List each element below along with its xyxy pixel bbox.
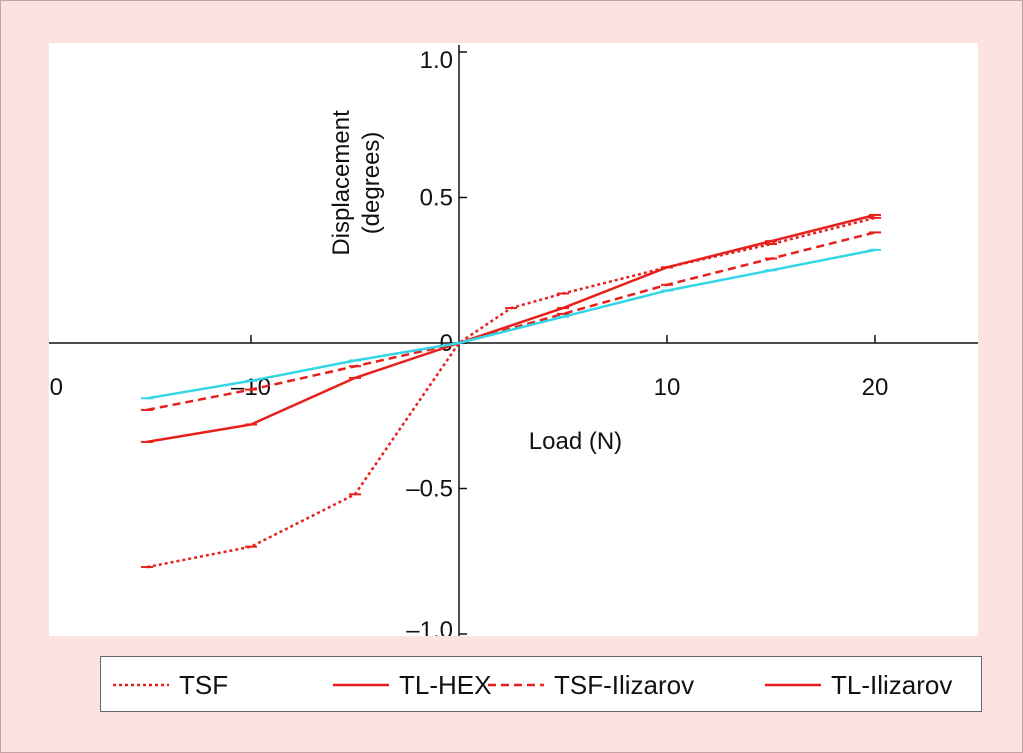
legend-swatch bbox=[765, 683, 821, 687]
legend-label: TSF bbox=[179, 669, 229, 700]
legend-item: TL-Ilizarov bbox=[763, 657, 952, 713]
y-axis-title: Displacement (degrees) bbox=[328, 110, 385, 256]
x-tick-label: 10 bbox=[654, 374, 681, 401]
legend-swatch bbox=[113, 683, 169, 687]
x-tick-label: 20 bbox=[862, 374, 889, 401]
legend-item: TSF bbox=[111, 657, 228, 713]
y-axis-title-line: (degrees) bbox=[358, 132, 385, 235]
y-tick-label: 1.0 bbox=[420, 47, 453, 74]
x-axis-title: Load (N) bbox=[529, 428, 622, 455]
y-tick-label: –0.5 bbox=[406, 476, 453, 503]
series-line-tl-hex bbox=[146, 213, 876, 444]
legend-label: TL-Ilizarov bbox=[831, 669, 953, 700]
series-line-tsf-ilizarov bbox=[146, 231, 876, 412]
y-tick-label: 0 bbox=[440, 330, 453, 357]
y-axis-title-line: Displacement bbox=[328, 110, 355, 256]
legend: TSF TL-HEX TSF-Ilizarov TL-Ilizarov bbox=[100, 656, 982, 712]
legend-swatch bbox=[488, 683, 544, 687]
y-tick-label: 0.5 bbox=[420, 185, 453, 212]
legend-item: TL-HEX bbox=[331, 657, 491, 713]
x-tick-label: –20 bbox=[49, 374, 63, 401]
legend-item: TSF-Ilizarov bbox=[486, 657, 694, 713]
legend-label: TL-HEX bbox=[399, 669, 492, 700]
y-tick-label: –1.0 bbox=[406, 617, 453, 636]
legend-label: TSF-Ilizarov bbox=[554, 669, 695, 700]
axis-titles: Load (N) Displacement (degrees) bbox=[328, 110, 622, 455]
legend-swatch bbox=[333, 683, 389, 687]
series-line-tl-ilizarov bbox=[146, 248, 876, 400]
series-group bbox=[141, 213, 881, 569]
